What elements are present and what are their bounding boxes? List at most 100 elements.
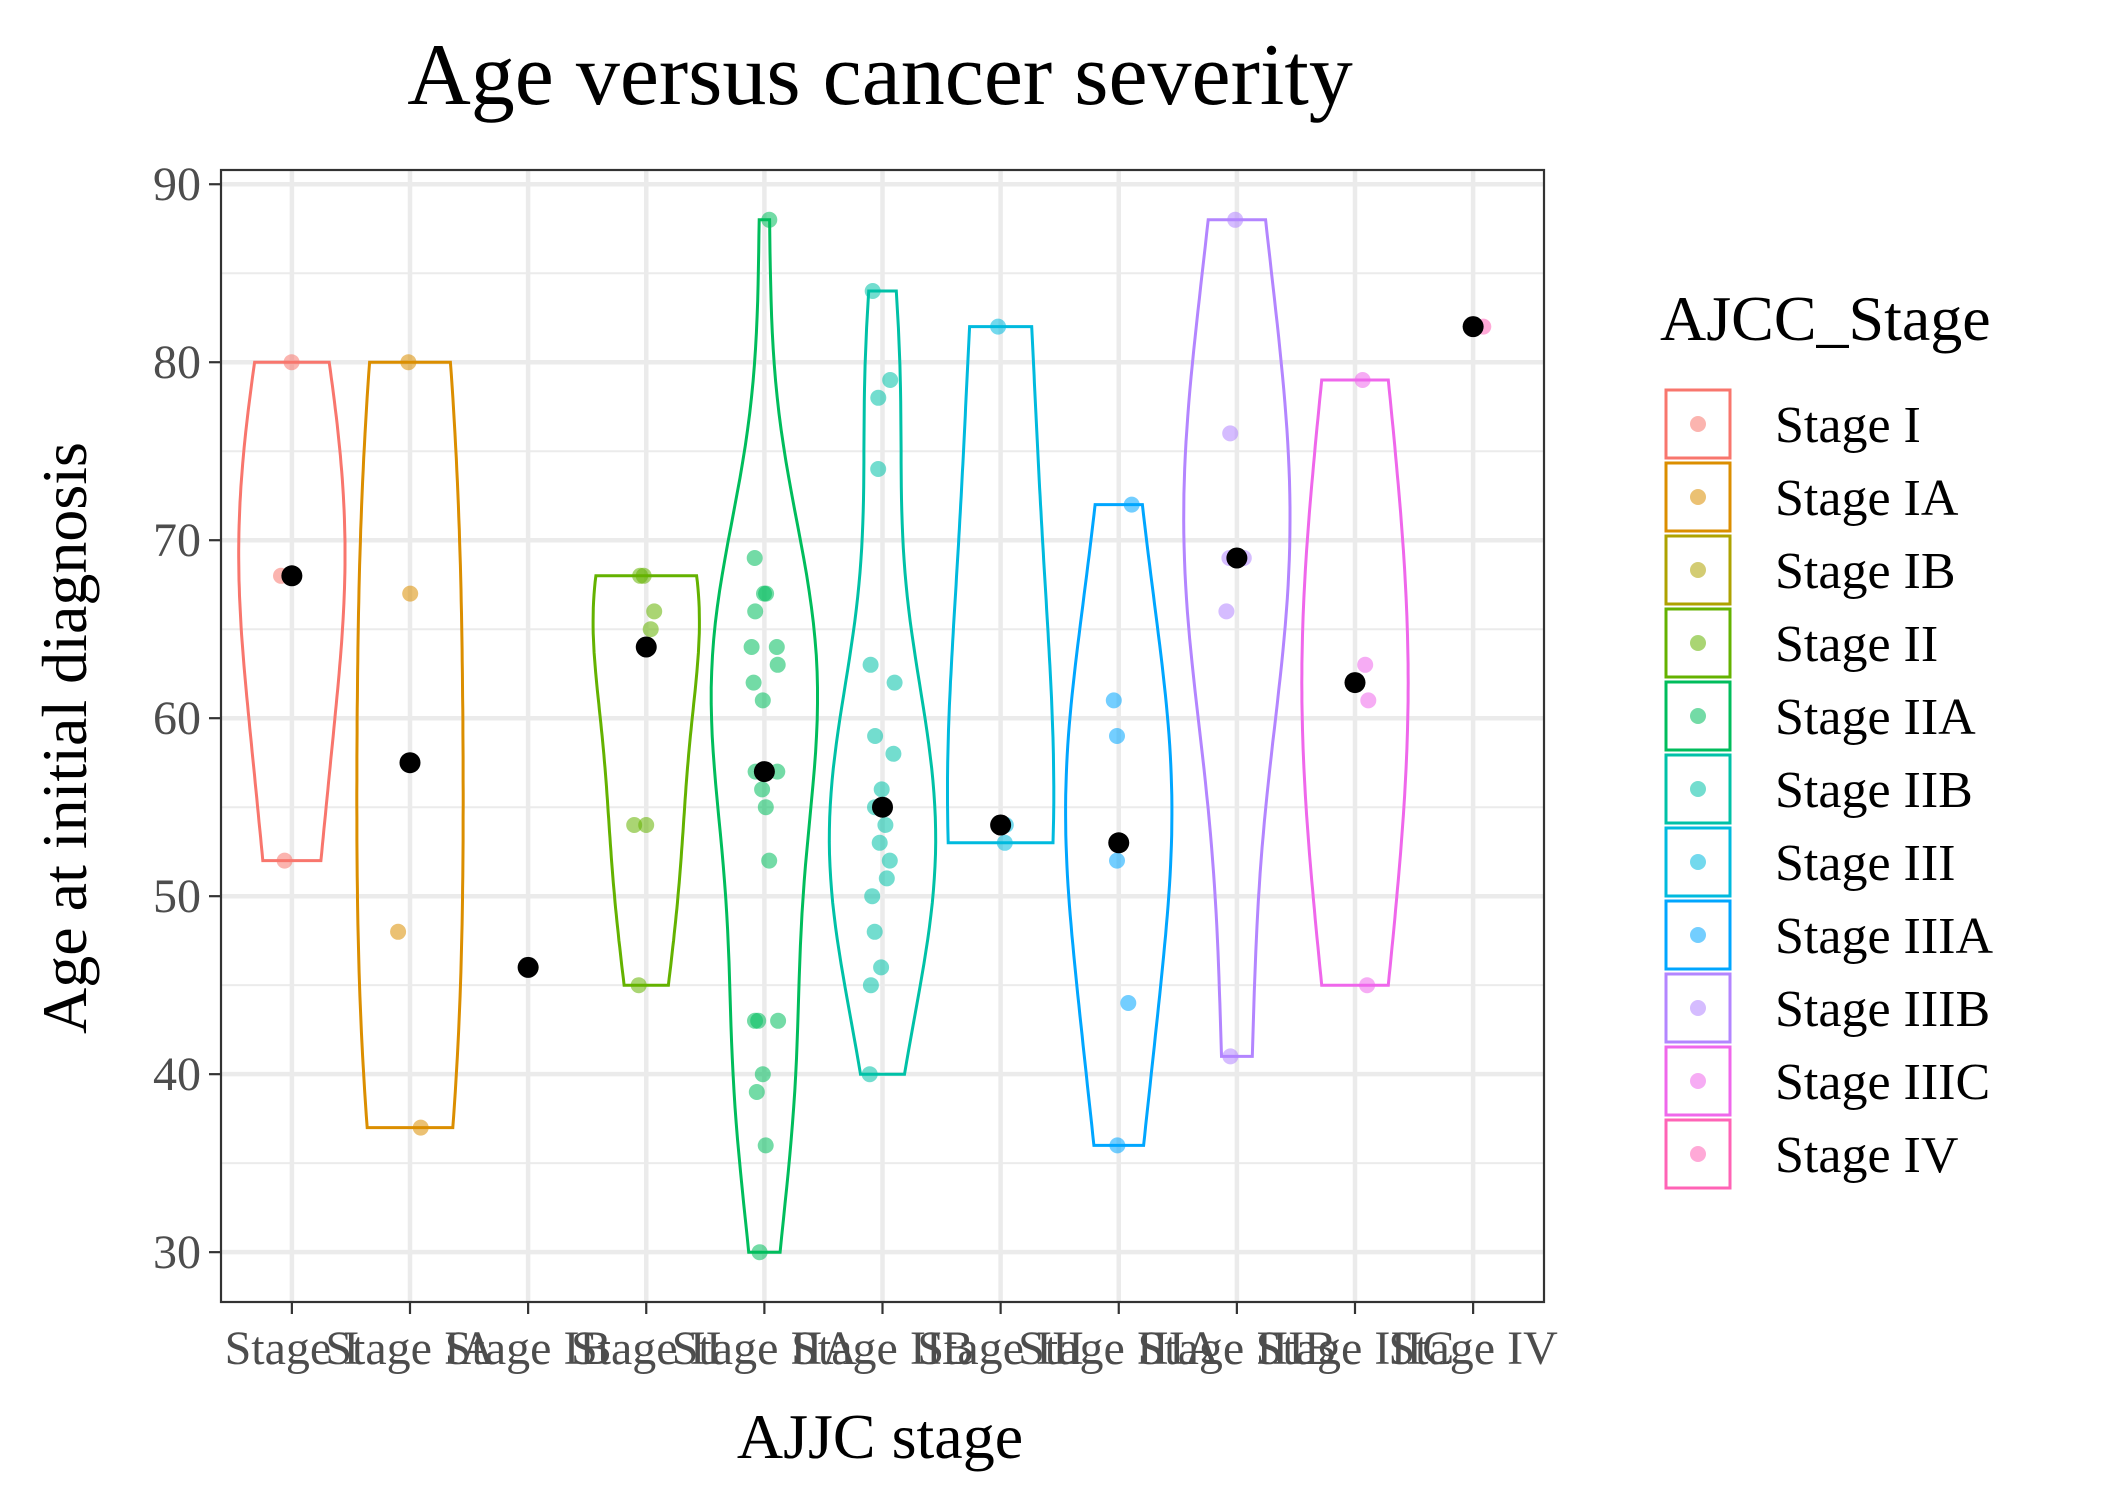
legend-key — [1664, 388, 1732, 460]
data-point — [630, 977, 647, 994]
data-point — [870, 461, 887, 477]
data-point — [751, 1244, 768, 1261]
data-point — [757, 799, 774, 816]
x-tick-label: Stage IIA — [672, 1322, 858, 1375]
data-point — [861, 1066, 878, 1083]
data-point — [632, 567, 649, 584]
legend-key-point — [1690, 781, 1706, 797]
data-point — [1359, 977, 1376, 994]
plot-panel — [219, 168, 1546, 1304]
data-point — [862, 656, 879, 673]
x-tick-label: Stage IV — [1388, 1322, 1558, 1375]
y-tick-label: 90 — [153, 158, 201, 211]
data-point — [754, 1066, 771, 1083]
violin-shape — [355, 360, 465, 1130]
data-point — [881, 852, 898, 869]
data-point — [1227, 211, 1244, 228]
data-point — [412, 1119, 429, 1136]
legend-label: Stage IIA — [1775, 689, 1976, 746]
legend-item: Stage IIIB — [1664, 972, 1990, 1044]
legend-item: Stage II — [1664, 607, 1938, 679]
legend-key-point — [1690, 1073, 1706, 1089]
y-axis: 30 40 50 60 70 80 90 — [153, 158, 221, 1279]
data-point — [769, 656, 786, 673]
data-point — [642, 621, 659, 638]
data-point — [864, 888, 881, 905]
y-tick-label: 60 — [153, 692, 201, 745]
legend-key — [1664, 680, 1732, 752]
legend-item: Stage IV — [1664, 1118, 1958, 1190]
legend-label: Stage IIIA — [1775, 908, 1993, 965]
data-point — [390, 923, 407, 940]
data-point — [1357, 656, 1374, 673]
y-tick-label: 50 — [153, 870, 201, 923]
median-point — [1344, 672, 1366, 694]
y-tick-label: 80 — [153, 336, 201, 389]
data-point — [746, 550, 763, 566]
violins — [237, 218, 1410, 1254]
x-tick-label: Stage II — [571, 1322, 722, 1375]
legend-label: Stage IIIC — [1775, 1054, 1990, 1111]
data-point — [761, 211, 778, 228]
y-tick-label: 40 — [153, 1048, 201, 1101]
data-point — [1360, 692, 1377, 709]
legend-item: Stage IA — [1664, 461, 1959, 533]
data-point — [1123, 496, 1140, 513]
data-point — [873, 959, 890, 976]
median-point — [1462, 316, 1484, 338]
y-axis-title: Age at initial diagnosis — [29, 442, 100, 1034]
jitter-points — [273, 211, 1492, 1261]
data-point — [1218, 603, 1235, 620]
data-point — [864, 283, 881, 299]
x-tick-label: Stage I — [225, 1322, 360, 1375]
data-point — [768, 639, 785, 655]
legend-item: Stage I — [1664, 388, 1921, 460]
violin-shape — [1182, 218, 1292, 1058]
x-tick-label: Stage IIIB — [1138, 1322, 1337, 1375]
median-point — [753, 761, 775, 783]
legend-label: Stage I — [1775, 397, 1921, 454]
x-axis-title: AJJC stage — [737, 1401, 1023, 1472]
data-point — [757, 1137, 774, 1154]
violin-shape — [709, 218, 819, 1254]
violin-shape — [946, 325, 1056, 845]
violin-shape — [237, 360, 347, 863]
x-tick-label: Stage IA — [325, 1322, 495, 1375]
data-point — [638, 817, 655, 833]
median-point — [1226, 547, 1248, 569]
legend: AJCC_Stage Stage I Stage IA Stage IB Stage … — [1660, 283, 1993, 1190]
data-point — [748, 1084, 765, 1100]
data-point — [871, 834, 888, 851]
data-point — [283, 354, 300, 371]
legend-label: Stage IA — [1775, 470, 1959, 527]
data-point — [754, 692, 771, 709]
median-points — [281, 316, 1484, 978]
data-point — [1222, 1048, 1239, 1065]
legend-key-point — [1690, 927, 1706, 943]
x-tick-label: Stage IIB — [791, 1322, 974, 1375]
median-point — [635, 636, 657, 658]
x-tick-label: Stage III — [917, 1322, 1084, 1375]
data-point — [990, 318, 1007, 335]
legend-key — [1664, 826, 1732, 898]
data-point — [1109, 728, 1125, 744]
chart-title: Age versus cancer severity — [407, 27, 1353, 124]
data-point — [886, 674, 903, 691]
data-point — [756, 585, 772, 602]
y-tick-label: 70 — [153, 514, 201, 567]
legend-label: Stage IIIB — [1775, 981, 1990, 1038]
x-tick-label: Stage IIIA — [1018, 1322, 1220, 1375]
legend-item: Stage IIIC — [1664, 1045, 1990, 1117]
data-point — [1354, 372, 1371, 388]
data-point — [1109, 852, 1125, 869]
x-tick-label: Stage IIIC — [1256, 1322, 1455, 1375]
legend-key-point — [1690, 854, 1706, 870]
data-point — [885, 745, 902, 762]
data-point — [276, 852, 293, 869]
legend-key — [1664, 607, 1732, 679]
legend-item: Stage IIB — [1664, 753, 1973, 825]
legend-key-point — [1690, 635, 1706, 651]
legend-label: Stage III — [1775, 835, 1955, 892]
